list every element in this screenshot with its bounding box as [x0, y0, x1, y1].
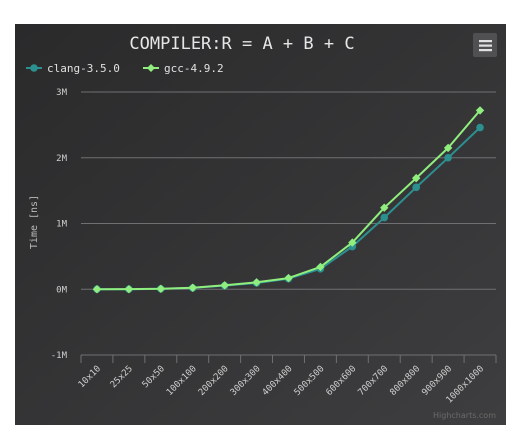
- data-point[interactable]: [124, 284, 134, 294]
- data-point[interactable]: [476, 123, 484, 132]
- data-point[interactable]: [220, 281, 229, 290]
- legend-label[interactable]: gcc-4.9.2: [164, 62, 224, 75]
- data-point[interactable]: [380, 213, 389, 222]
- y-tick-label: 3M: [56, 88, 67, 98]
- credit-text: Highcharts.com: [433, 411, 496, 420]
- y-axis-title: Time [ns]: [29, 195, 40, 249]
- series-layer: [92, 106, 485, 294]
- legend-item[interactable]: gcc-4.9.2: [143, 62, 224, 75]
- data-point[interactable]: [412, 183, 420, 192]
- context-menu-button[interactable]: [473, 33, 497, 57]
- data-point[interactable]: [92, 285, 102, 294]
- data-point[interactable]: [316, 262, 325, 272]
- legend-item[interactable]: clang-3.5.0: [26, 62, 120, 75]
- data-point[interactable]: [284, 273, 293, 283]
- data-point[interactable]: [188, 283, 197, 292]
- y-tick-label: 0M: [56, 285, 67, 295]
- data-point[interactable]: [444, 153, 452, 162]
- data-point[interactable]: [156, 284, 166, 293]
- data-point[interactable]: [475, 106, 485, 115]
- y-tick-label: 1M: [56, 220, 67, 230]
- legend-label[interactable]: clang-3.5.0: [47, 62, 120, 75]
- hamburger-menu-icon[interactable]: [479, 40, 492, 52]
- legend-marker[interactable]: [30, 64, 38, 72]
- data-point[interactable]: [443, 143, 453, 153]
- legend: clang-3.5.0 gcc-4.9.2: [26, 62, 224, 75]
- data-point[interactable]: [411, 173, 421, 183]
- data-point[interactable]: [252, 278, 261, 287]
- series-2: [92, 106, 485, 294]
- data-point[interactable]: [348, 238, 357, 247]
- y-tick-label: -1M: [51, 351, 68, 361]
- data-point[interactable]: [380, 203, 389, 212]
- legend-marker[interactable]: [147, 64, 155, 72]
- chart-title: COMPILER:R = A + B + C: [129, 34, 354, 54]
- chart-background: [15, 24, 506, 425]
- y-tick-label: 2M: [56, 154, 67, 164]
